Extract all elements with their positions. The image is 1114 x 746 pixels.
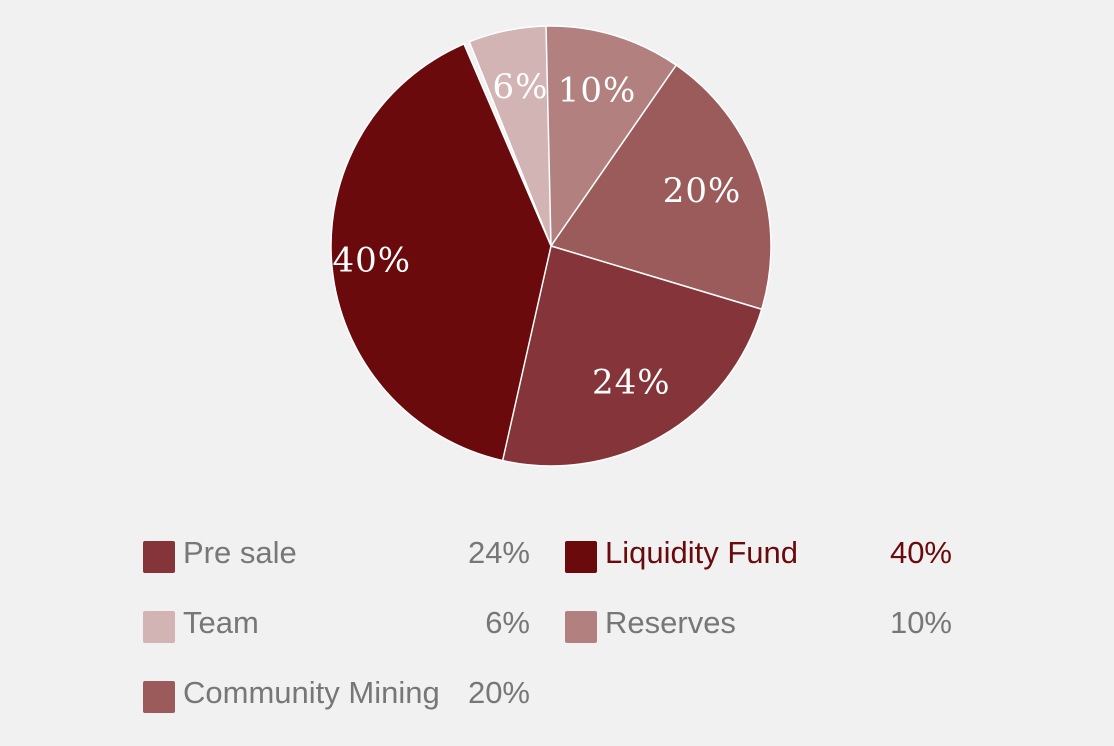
legend-item-pre-sale[interactable]: Pre sale 24% bbox=[143, 533, 530, 573]
legend-item-team[interactable]: Team 6% bbox=[143, 603, 530, 643]
legend-swatch-team bbox=[143, 611, 175, 643]
legend-swatch-reserves bbox=[565, 611, 597, 643]
pie-label-liquidity-fund: 40% bbox=[332, 241, 411, 281]
legend-swatch-pre-sale bbox=[143, 541, 175, 573]
legend-swatch-liquidity-fund bbox=[565, 541, 597, 573]
pie-slice-community-mining[interactable] bbox=[549, 64, 772, 311]
legend-swatch-community-mining bbox=[143, 681, 175, 713]
legend-label-team: Team bbox=[183, 605, 259, 640]
pie-slice-pre-sale[interactable] bbox=[500, 245, 763, 467]
pie-slice-liquidity-fund[interactable] bbox=[330, 42, 552, 462]
legend-value-pre-sale: 24% bbox=[467, 535, 530, 570]
pie-label-team: 6% bbox=[492, 67, 548, 107]
legend-label-reserves: Reserves bbox=[605, 605, 736, 640]
pie-label-community-mining: 20% bbox=[663, 171, 742, 211]
legend-item-community-mining[interactable]: Community Mining 20% bbox=[143, 673, 530, 713]
legend-value-reserves: 10% bbox=[889, 605, 952, 640]
legend-item-reserves[interactable]: Reserves 10% bbox=[565, 603, 952, 643]
pie-slice-reserves[interactable] bbox=[545, 25, 678, 249]
legend-label-community-mining: Community Mining bbox=[183, 675, 440, 710]
pie-label-pre-sale: 24% bbox=[592, 362, 671, 402]
pie-label-reserves: 10% bbox=[558, 71, 637, 111]
legend-value-team: 6% bbox=[485, 605, 530, 640]
legend-label-liquidity-fund: Liquidity Fund bbox=[605, 535, 799, 570]
legend-item-liquidity-fund[interactable]: Liquidity Fund 40% bbox=[565, 533, 952, 573]
legend-value-liquidity-fund: 40% bbox=[889, 535, 952, 570]
legend-value-community-mining: 20% bbox=[467, 675, 530, 710]
legend-label-pre-sale: Pre sale bbox=[183, 535, 297, 570]
